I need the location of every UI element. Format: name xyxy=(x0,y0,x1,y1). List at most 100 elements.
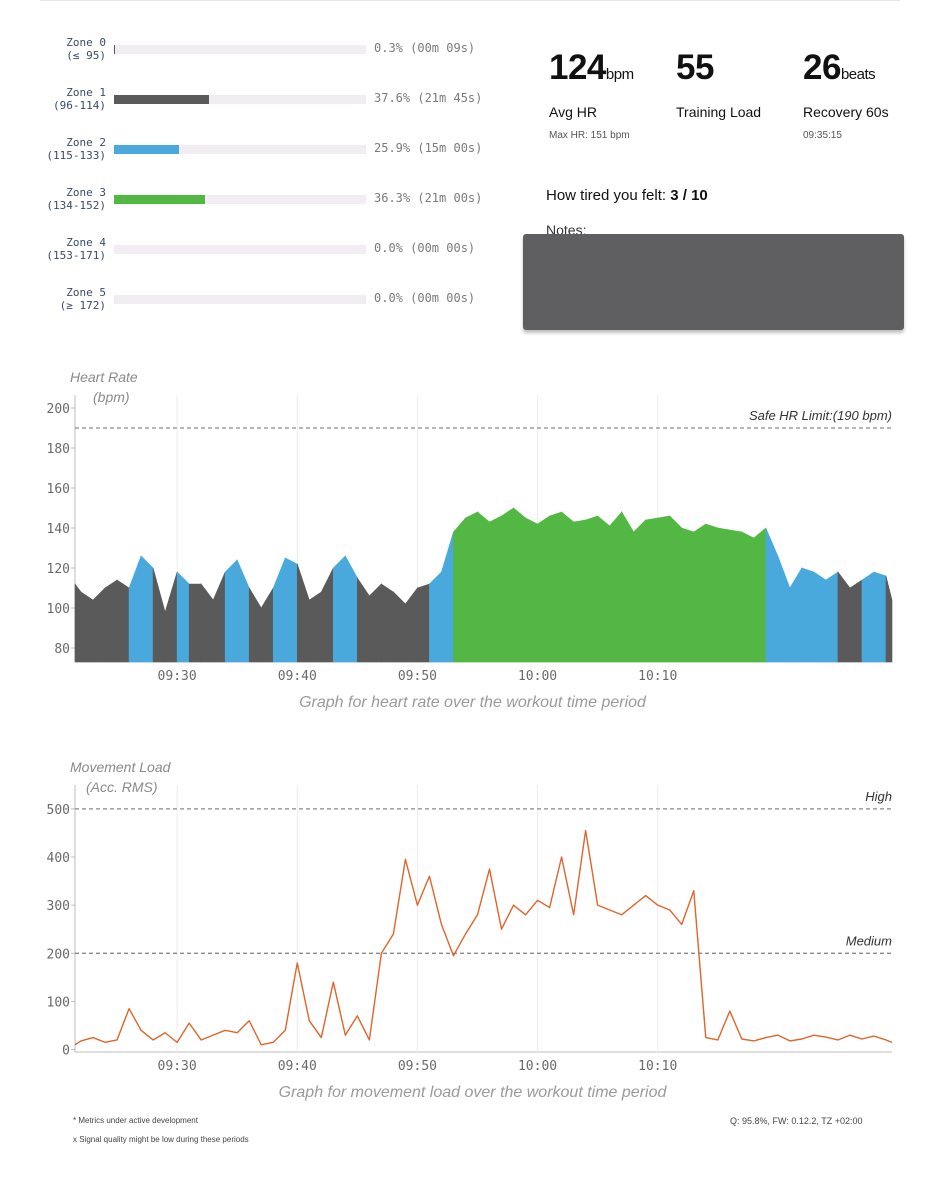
zone-row: Zone 2 (115-133) 25.9% (15m 00s) xyxy=(30,136,500,176)
movement-load-line xyxy=(74,829,893,1046)
x-tick-label: 09:40 xyxy=(278,669,317,684)
hr-area-segment xyxy=(753,527,767,663)
zone-percent: 0.0% (00m 00s) xyxy=(374,291,476,305)
zone-row: Zone 1 (96-114) 37.6% (21m 45s) xyxy=(30,86,500,126)
hr-area-segment xyxy=(284,557,298,663)
hr-area-segment xyxy=(885,575,893,663)
zone-bar-fill xyxy=(114,145,180,154)
hr-area-segment xyxy=(369,583,382,663)
hr-area-segment xyxy=(405,587,418,663)
hr-area-segment xyxy=(417,583,430,663)
hr-area-segment xyxy=(561,511,574,663)
zone-row: Zone 4 (153-171) 0.0% (00m 00s) xyxy=(30,236,500,276)
zone-label: Zone 4 (153-171) xyxy=(30,236,106,262)
hr-area-segment xyxy=(188,583,202,663)
zone-name: Zone 5 xyxy=(66,286,106,299)
zone-label: Zone 0 (≤ 95) xyxy=(30,36,106,62)
hr-area-segment xyxy=(345,555,358,663)
movement-load-chart: 09:30 09:40 09:50 10:00 10:10 0 100 200 300 400 50… xyxy=(47,785,893,1074)
hr-ylabel-unit: (bpm) xyxy=(93,389,130,405)
hr-area-segment xyxy=(825,571,839,663)
hr-area-segment xyxy=(272,557,286,663)
zone-name: Zone 1 xyxy=(66,86,106,99)
zone-bar-track xyxy=(114,245,366,254)
hr-area-segment xyxy=(813,571,827,663)
hr-area-segment xyxy=(873,571,887,663)
zone-name: Zone 4 xyxy=(66,236,106,249)
x-tick-label: 09:30 xyxy=(158,669,197,684)
hr-area-segment xyxy=(429,571,442,663)
hr-area-segment xyxy=(152,567,166,663)
top-divider xyxy=(40,0,900,1)
hr-area-segment xyxy=(164,571,178,663)
hr-area-segment xyxy=(308,591,322,663)
mv-ylabel-unit: (Acc. RMS) xyxy=(86,779,158,795)
hr-area-segment xyxy=(777,555,791,663)
avg-hr-stat: 124bpm Avg HR Max HR: 151 bpm xyxy=(549,48,634,141)
recovery-stat: 26beats Recovery 60s 09:35:15 xyxy=(803,48,889,141)
zone-percent: 36.3% (21m 00s) xyxy=(374,191,483,205)
hr-area-segment xyxy=(669,515,683,663)
training-load-stat: 55 Training Load xyxy=(676,48,761,120)
hr-area-segment xyxy=(633,519,646,663)
hr-area-segment xyxy=(128,555,142,663)
notes-box[interactable] xyxy=(523,234,904,330)
hr-area-segment xyxy=(717,527,731,663)
hr-area-segment xyxy=(176,571,190,663)
hr-area-segment xyxy=(260,586,274,663)
reference-label: Medium xyxy=(846,933,892,948)
hr-area-segment xyxy=(801,567,815,663)
zone-bar-track xyxy=(114,195,366,204)
hr-area-segment xyxy=(849,579,863,663)
y-tick-label: 0 xyxy=(62,1044,70,1059)
hr-area-segment xyxy=(645,517,659,663)
recovery-unit: beats xyxy=(840,66,876,83)
zone-label: Zone 3 (134-152) xyxy=(30,186,106,212)
zone-percent: 37.6% (21m 45s) xyxy=(374,91,483,105)
zone-row: Zone 0 (≤ 95) 0.3% (00m 09s) xyxy=(30,36,500,76)
hr-area-segment xyxy=(681,527,695,663)
recovery-value: 26 xyxy=(803,48,841,87)
hr-area-segment xyxy=(104,579,118,663)
recovery-time-text: 09:35:15 xyxy=(803,130,842,141)
hr-area-segment xyxy=(837,571,851,663)
zone-row: Zone 5 (≥ 172) 0.0% (00m 00s) xyxy=(30,286,500,326)
x-tick-label: 09:50 xyxy=(398,669,437,684)
training-load-value: 55 xyxy=(676,48,714,87)
hr-area-segment xyxy=(729,529,743,663)
hr-area-segment xyxy=(321,567,334,663)
zone-name: Zone 0 xyxy=(66,36,106,49)
footer-note-metrics: * Metrics under active development xyxy=(73,1116,198,1125)
x-tick-label: 09:50 xyxy=(398,1059,437,1074)
y-tick-label: 200 xyxy=(47,402,70,417)
hr-area-segment xyxy=(116,579,130,663)
zone-bar-track xyxy=(114,145,366,154)
zone-range: (≤ 95) xyxy=(66,49,106,62)
x-tick-label: 10:00 xyxy=(518,1059,557,1074)
hr-area-segment xyxy=(74,583,82,663)
zone-bar-fill xyxy=(114,95,209,104)
hr-area-segment xyxy=(621,510,634,663)
zone-label: Zone 1 (96-114) xyxy=(30,86,106,112)
zone-percent: 0.0% (00m 00s) xyxy=(374,241,476,255)
x-tick-label: 10:10 xyxy=(638,1059,677,1074)
y-tick-label: 140 xyxy=(47,522,70,537)
tiredness-rating: How tired you felt: 3 / 10 xyxy=(546,187,708,204)
footer-note-signal: x Signal quality might be low during the… xyxy=(73,1135,249,1144)
zone-range: (153-171) xyxy=(46,249,106,262)
hr-area-segment xyxy=(200,583,214,663)
hr-area-segment xyxy=(693,523,707,663)
footer-quality: Q: 95.8%, FW: 0.12.2, TZ +02:00 xyxy=(730,1116,863,1126)
zone-bar-track xyxy=(114,95,366,104)
hr-area-segment xyxy=(549,511,562,663)
y-tick-label: 160 xyxy=(47,482,70,497)
hr-area-segment xyxy=(657,515,671,663)
hr-area-segment xyxy=(789,566,803,663)
hr-area-segment xyxy=(381,583,394,663)
max-hr-text: Max HR: 151 bpm xyxy=(549,130,630,141)
hr-area-segment xyxy=(765,527,779,663)
hr-area-segment xyxy=(453,517,466,663)
y-tick-label: 80 xyxy=(54,642,70,657)
heart-rate-chart: 09:30 09:40 09:50 10:00 10:10 80 100 120 140 160 1… xyxy=(47,395,893,684)
reference-label: High xyxy=(865,789,892,804)
